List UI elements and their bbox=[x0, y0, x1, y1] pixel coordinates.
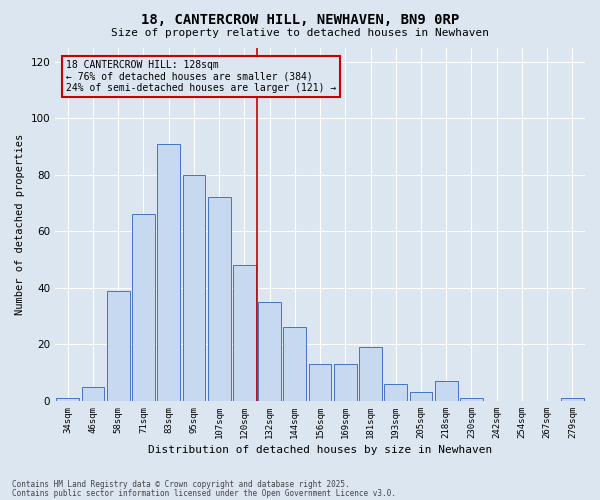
Bar bbox=[157, 144, 180, 401]
Bar bbox=[309, 364, 331, 401]
Bar bbox=[334, 364, 356, 401]
Bar bbox=[182, 174, 205, 401]
Bar bbox=[208, 198, 230, 401]
Bar bbox=[460, 398, 483, 401]
Text: Contains public sector information licensed under the Open Government Licence v3: Contains public sector information licen… bbox=[12, 488, 396, 498]
Bar bbox=[107, 290, 130, 401]
Bar bbox=[435, 381, 458, 401]
Bar bbox=[56, 398, 79, 401]
Bar bbox=[82, 387, 104, 401]
Text: 18 CANTERCROW HILL: 128sqm
← 76% of detached houses are smaller (384)
24% of sem: 18 CANTERCROW HILL: 128sqm ← 76% of deta… bbox=[66, 60, 336, 93]
Y-axis label: Number of detached properties: Number of detached properties bbox=[15, 134, 25, 315]
Bar bbox=[561, 398, 584, 401]
Bar bbox=[410, 392, 433, 401]
Bar bbox=[132, 214, 155, 401]
X-axis label: Distribution of detached houses by size in Newhaven: Distribution of detached houses by size … bbox=[148, 445, 492, 455]
Bar bbox=[233, 265, 256, 401]
Text: 18, CANTERCROW HILL, NEWHAVEN, BN9 0RP: 18, CANTERCROW HILL, NEWHAVEN, BN9 0RP bbox=[141, 12, 459, 26]
Text: Contains HM Land Registry data © Crown copyright and database right 2025.: Contains HM Land Registry data © Crown c… bbox=[12, 480, 350, 489]
Bar bbox=[283, 328, 306, 401]
Bar bbox=[359, 347, 382, 401]
Bar bbox=[258, 302, 281, 401]
Text: Size of property relative to detached houses in Newhaven: Size of property relative to detached ho… bbox=[111, 28, 489, 38]
Bar bbox=[385, 384, 407, 401]
